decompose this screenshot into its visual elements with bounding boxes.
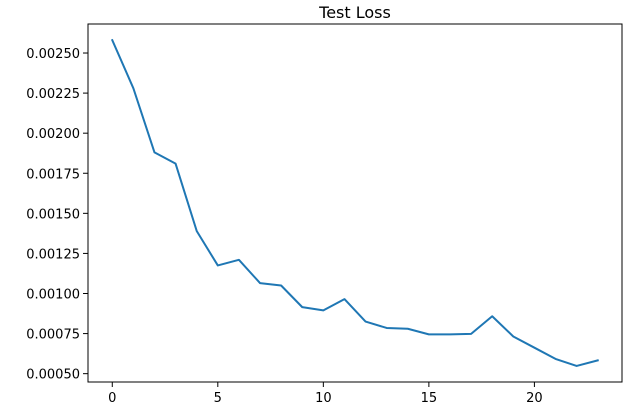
y-tick-label: 0.00225 xyxy=(26,87,80,102)
y-tick-label: 0.00050 xyxy=(26,368,80,383)
y-tick-label: 0.00100 xyxy=(26,288,80,303)
y-tick-label: 0.00200 xyxy=(26,127,80,142)
chart-title: Test Loss xyxy=(318,3,391,22)
y-tick-label: 0.00125 xyxy=(26,247,80,262)
x-tick-label: 10 xyxy=(315,391,332,406)
series-line xyxy=(110,38,599,367)
plot-frame xyxy=(87,23,623,383)
x-tick-label: 0 xyxy=(108,391,116,406)
y-tick-label: 0.00175 xyxy=(26,167,80,182)
y-axis-ticks: 0.00050 0.00075 0.00100 0.00125 0.00150 0.001… xyxy=(26,47,88,383)
y-tick-label: 0.00250 xyxy=(26,47,80,62)
x-tick-label: 20 xyxy=(526,391,543,406)
x-axis-ticks: 0 5 10 15 20 xyxy=(108,382,543,406)
y-tick-label: 0.00150 xyxy=(26,207,80,222)
x-tick-label: 5 xyxy=(214,391,222,406)
x-tick-label: 15 xyxy=(421,391,438,406)
y-tick-label: 0.00075 xyxy=(26,328,80,343)
series-layer xyxy=(110,38,599,367)
